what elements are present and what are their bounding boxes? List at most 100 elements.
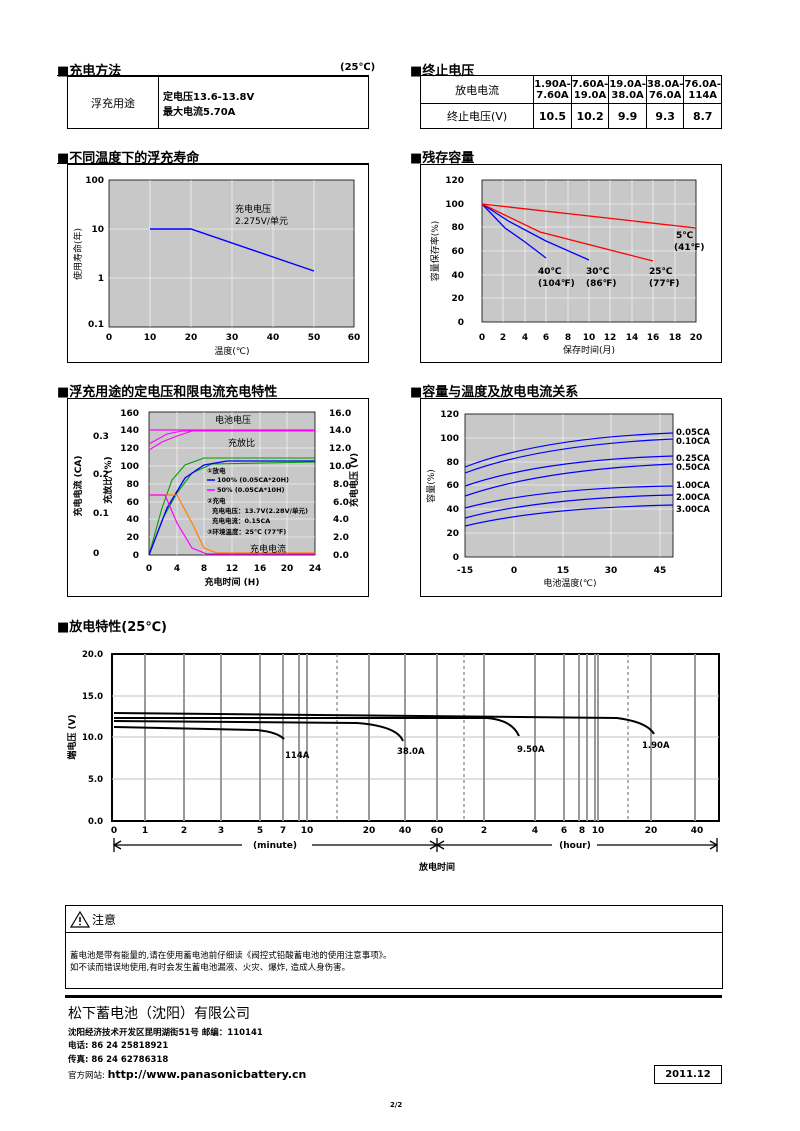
discharge-hour-tick: 40 xyxy=(691,826,704,836)
retention-ytick: 40 xyxy=(451,271,464,281)
legend-100: 100% (0.05CA*20H) xyxy=(217,476,289,484)
right-axis-label: 充电电压 (V) xyxy=(348,453,360,507)
capacity-label-050: 0.50CA xyxy=(676,463,710,473)
retention-xlabel: 保存时间(月) xyxy=(563,344,615,356)
retention-xtick: 2 xyxy=(500,333,506,343)
float-life-xtick: 60 xyxy=(348,333,361,343)
capacity-xtick: 15 xyxy=(557,566,570,576)
minute-label: (minute) xyxy=(253,841,297,851)
discharge-curve-38a xyxy=(113,720,404,742)
legend-charge: ②充电 xyxy=(207,496,226,505)
capacity-curve-300 xyxy=(464,504,674,527)
charge-xtick: 16 xyxy=(254,564,267,574)
company-name: 松下蓄电池（沈阳）有限公司 xyxy=(68,1006,250,1022)
capacity-curve-005 xyxy=(464,432,674,468)
mid-tick: 80 xyxy=(126,480,139,490)
retention-ylabel: 容量保存率(%) xyxy=(429,221,441,282)
capacity-ytick: 100 xyxy=(440,434,459,444)
retention-line-5c xyxy=(481,203,697,229)
float-life-xtick: 0 xyxy=(106,333,112,343)
discharge-min-tick: 60 xyxy=(431,826,444,836)
retention-label-25c: 25℃ xyxy=(649,267,673,277)
left-axis-label: 充电电流 (CA) xyxy=(72,456,84,517)
capacity-xtick: 30 xyxy=(605,566,618,576)
capacity-xtick: -15 xyxy=(457,566,473,576)
left-tick: 0.3 xyxy=(93,432,109,442)
retention-label-5f: (41℉) xyxy=(674,243,705,253)
discharge-min-tick: 40 xyxy=(399,826,412,836)
capacity-curve-200 xyxy=(464,494,674,519)
discharge-label-114a: 114A xyxy=(285,751,310,761)
retention-title: ■残存容量 xyxy=(410,151,475,166)
retention-ytick: 60 xyxy=(451,247,464,257)
right-tick: 0.0 xyxy=(333,551,349,561)
mid-tick: 140 xyxy=(120,426,139,436)
retention-xtick: 14 xyxy=(626,333,639,343)
capacity-xtick: 45 xyxy=(654,566,667,576)
cutoff-voltage-0: 10.5 xyxy=(533,103,572,129)
retention-line-40c xyxy=(481,203,547,259)
cutoff-voltage-2: 9.9 xyxy=(608,103,647,129)
legend-charge-voltage: 充电电压：13.7V(2.28V/单元) xyxy=(212,506,308,515)
legend-charge-current: 充电电流：0.15CA xyxy=(212,516,270,525)
retention-chart: 40℃ (104℉) 30℃ (86℉) 25℃ (77℉) 5℃ (41℉) … xyxy=(420,164,722,363)
float-life-ytick: 10 xyxy=(91,225,104,235)
discharge-label-38a: 38.0A xyxy=(397,747,425,757)
date-box: 2011.12 xyxy=(654,1065,722,1084)
charge-xtick: 8 xyxy=(201,564,207,574)
capacity-xlabel: 电池温度(℃) xyxy=(543,577,596,589)
float-life-ytick: 1 xyxy=(98,274,104,284)
legend-discharge: ①放电 xyxy=(207,466,226,475)
retention-xtick: 20 xyxy=(690,333,703,343)
float-life-title: ■不同温度下的浮充寿命 xyxy=(57,151,200,166)
charge-current-text: 最大电流5.70A xyxy=(163,106,236,118)
float-life-xtick: 30 xyxy=(226,333,239,343)
retention-xtick: 18 xyxy=(669,333,682,343)
charge-xtick: 4 xyxy=(174,564,180,574)
discharge-label-95a: 9.50A xyxy=(517,745,545,755)
right-tick: 12.0 xyxy=(329,444,351,454)
charge-xlabel: 充电时间 (H) xyxy=(205,576,260,588)
retention-ytick: 80 xyxy=(451,223,464,233)
discharge-ytick: 10.0 xyxy=(82,733,103,743)
float-life-xtick: 50 xyxy=(308,333,321,343)
discharge-hour-tick: 6 xyxy=(561,826,567,836)
retention-ytick: 0 xyxy=(458,318,464,328)
cutoff-current-2: 19.0A- 38.0A xyxy=(608,75,647,104)
retention-xtick: 8 xyxy=(565,333,571,343)
discharge-chart: 114A 38.0A 9.50A 1.90A 20.0 15.0 10.0 5.… xyxy=(66,650,720,873)
retention-ytick: 100 xyxy=(445,200,464,210)
float-life-xtick: 10 xyxy=(144,333,157,343)
charge-method-row-label: 浮充用途 xyxy=(67,76,159,129)
cutoff-current-4: 76.0A- 114A xyxy=(683,75,722,104)
capacity-curve-050 xyxy=(464,463,674,497)
legend-temperature: ③环境温度：25℃ (77℉) xyxy=(207,527,286,536)
retention-xtick: 10 xyxy=(583,333,596,343)
retention-label-40f: (104℉) xyxy=(538,279,575,289)
capacity-ytick: 120 xyxy=(440,410,459,420)
right-tick: 2.0 xyxy=(333,533,349,543)
discharge-hour-tick: 20 xyxy=(645,826,658,836)
capacity-label-025: 0.25CA xyxy=(676,454,710,464)
float-life-chart: 充电电压 2.275V/单元 100 10 1 0.1 0 10 20 30 4… xyxy=(67,164,369,363)
mid-axis-label: 充放比 (%) xyxy=(102,456,114,503)
float-life-annotation-2: 2.275V/单元 xyxy=(235,215,288,227)
ratio-line-top2 xyxy=(148,430,315,445)
retention-label-5c: 5℃ xyxy=(676,231,693,241)
float-life-ytick: 100 xyxy=(85,176,104,186)
right-tick: 6.0 xyxy=(333,498,349,508)
capacity-label-010: 0.10CA xyxy=(676,437,710,447)
retention-xtick: 16 xyxy=(647,333,660,343)
right-tick: 4.0 xyxy=(333,515,349,525)
company-web-link[interactable]: http://www.panasonicbattery.cn xyxy=(107,1068,307,1081)
discharge-curve-19a xyxy=(113,712,655,735)
cutoff-current-1: 7.60A- 19.0A xyxy=(570,75,610,104)
discharge-label-19a: 1.90A xyxy=(642,741,670,751)
discharge-ytick: 5.0 xyxy=(88,775,103,785)
mid-tick: 60 xyxy=(126,498,139,508)
float-life-xtick: 40 xyxy=(267,333,280,343)
voltage-curve xyxy=(148,460,315,556)
float-life-xlabel: 温度(℃) xyxy=(214,345,249,357)
capacity-ytick: 40 xyxy=(446,505,459,515)
capacity-curve-100 xyxy=(464,485,674,509)
